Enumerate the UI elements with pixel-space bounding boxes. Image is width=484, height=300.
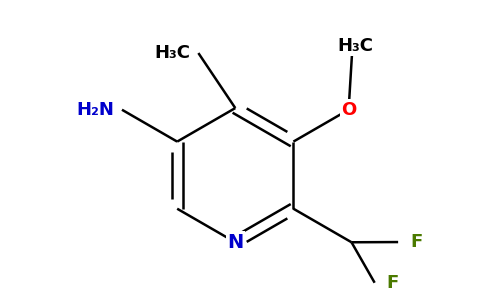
Text: H₃C: H₃C (337, 37, 373, 55)
Text: N: N (227, 233, 243, 252)
Text: F: F (387, 274, 399, 292)
Text: H₂N: H₂N (76, 101, 114, 119)
Text: F: F (410, 233, 423, 251)
Text: O: O (341, 101, 356, 119)
Text: H₃C: H₃C (154, 44, 190, 62)
